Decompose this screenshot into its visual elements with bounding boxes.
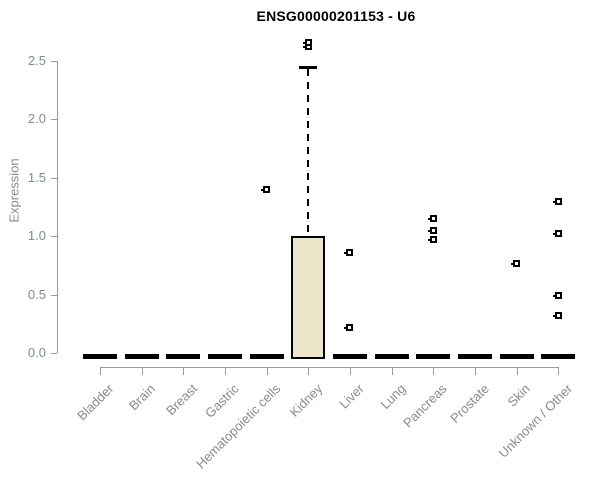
boxplot-median-bar (541, 354, 576, 359)
boxplot-box (291, 236, 326, 359)
outlier-point-tick (552, 233, 556, 236)
outlier-point (427, 215, 437, 223)
x-axis-tick (433, 368, 435, 375)
outlier-point-tick (552, 295, 556, 298)
outlier-point (302, 38, 312, 46)
y-axis-tick (51, 353, 57, 354)
boxplot-median-bar (124, 354, 159, 359)
boxplot-median-bar (166, 354, 201, 359)
chart-title: ENSG00000201153 - U6 (256, 8, 416, 24)
x-axis-tick (391, 368, 393, 375)
y-tick-label: 0.0 (27, 345, 46, 360)
x-category-label: Unknown / Other (495, 381, 575, 461)
outlier-point (552, 197, 562, 205)
outlier-point (552, 312, 562, 320)
outlier-point-tick (552, 200, 556, 203)
x-axis-tick (100, 368, 101, 375)
x-category-label: Gastric (201, 381, 242, 421)
boxplot-median-bar (457, 354, 492, 359)
x-category-label: Breast (162, 381, 200, 419)
outlier-point-tick (344, 252, 348, 255)
outlier-point (427, 236, 437, 244)
x-category-label: Skin (504, 381, 534, 410)
y-tick-label: 2.5 (27, 53, 46, 68)
y-tick-label: 2.0 (27, 111, 46, 127)
x-axis-tick (474, 368, 476, 375)
x-category-label: Brain (126, 381, 159, 414)
x-category-label: Pancreas (400, 381, 450, 431)
y-tick-label: 0.5 (27, 286, 46, 302)
y-tick-label: 1.5 (27, 169, 46, 185)
outlier-point-tick (261, 188, 265, 191)
y-axis-tick (51, 177, 57, 179)
boxplot-median-bar (332, 354, 367, 359)
boxplot-median-bar (374, 354, 409, 359)
outlier-point (344, 249, 354, 257)
y-axis-tick (51, 119, 57, 121)
y-tick-label: 1.0 (27, 228, 46, 244)
outlier-point-tick (511, 262, 515, 265)
x-axis-tick (141, 368, 143, 375)
x-category-label: Lung (377, 381, 409, 413)
outlier-point (552, 230, 562, 238)
outlier-point-tick (427, 239, 431, 242)
x-axis-tick (308, 368, 310, 375)
outlier-point-tick (302, 41, 306, 44)
whisker-cap (299, 65, 318, 69)
boxplot-median-bar (207, 354, 242, 359)
outlier-point-tick (427, 218, 431, 221)
outlier-point (261, 185, 271, 193)
boxplot-median-bar (499, 354, 534, 359)
outlier-point-tick (344, 326, 348, 329)
outlier-point (552, 292, 562, 300)
y-axis-line (57, 61, 58, 353)
x-axis-tick (558, 368, 560, 375)
outlier-point (344, 323, 354, 331)
outlier-point-tick (427, 229, 431, 232)
y-axis-tick (51, 61, 57, 62)
x-axis-tick (516, 368, 518, 375)
x-axis-tick (349, 368, 351, 375)
x-category-label: Bladder (74, 381, 117, 424)
x-axis-tick (266, 368, 268, 375)
x-axis-line (100, 367, 560, 368)
y-axis-tick (51, 236, 57, 238)
x-category-label: Liver (336, 381, 367, 412)
outlier-point-tick (552, 315, 556, 318)
x-category-label: Prostate (446, 381, 492, 426)
outlier-point (427, 226, 437, 234)
outlier-point-tick (302, 46, 306, 49)
boxplot-median-bar (249, 354, 284, 359)
boxplot-median-bar (416, 354, 451, 359)
x-axis-tick (224, 368, 226, 375)
whisker-line (307, 68, 310, 237)
y-axis-label: Expression (6, 158, 22, 223)
x-category-label: Kidney (286, 381, 325, 420)
y-axis-tick (51, 294, 57, 296)
outlier-point (511, 259, 521, 267)
x-axis-tick (183, 368, 185, 375)
boxplot-median-bar (83, 354, 117, 359)
